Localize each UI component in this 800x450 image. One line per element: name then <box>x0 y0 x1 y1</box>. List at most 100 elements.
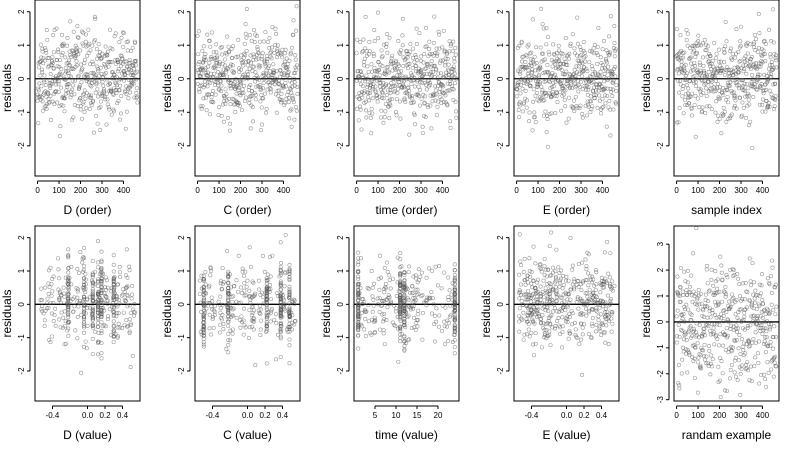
residual-point <box>231 306 236 311</box>
residual-point <box>452 292 457 297</box>
residual-point <box>452 307 457 312</box>
residual-point <box>385 50 390 55</box>
residual-point <box>675 67 680 72</box>
residual-point <box>261 295 266 300</box>
residual-point <box>251 119 256 124</box>
x-tick-label: 300 <box>734 411 748 420</box>
residual-point <box>573 94 578 99</box>
residual-point <box>535 300 540 305</box>
residual-point <box>714 322 719 327</box>
residual-point <box>543 109 548 114</box>
residual-point <box>269 306 274 311</box>
residual-point <box>708 361 713 366</box>
residual-point <box>594 270 599 275</box>
residual-point <box>692 343 697 348</box>
plot-frame <box>673 225 780 402</box>
residual-point <box>564 274 569 279</box>
residual-point <box>546 267 551 272</box>
residual-point <box>452 351 457 356</box>
residual-point <box>760 332 765 337</box>
residual-point <box>398 318 403 323</box>
residual-point <box>419 67 424 72</box>
residual-point <box>357 78 362 83</box>
residual-point <box>51 66 56 71</box>
residual-point <box>214 57 219 62</box>
residual-point <box>390 61 395 66</box>
x-tick-label: 0.2 <box>99 411 111 420</box>
residual-point <box>430 311 435 316</box>
residual-point <box>130 284 135 289</box>
residual-point <box>385 269 390 274</box>
residual-point <box>606 64 611 69</box>
residual-point <box>292 319 297 324</box>
residual-point <box>218 310 223 315</box>
residual-point <box>718 395 723 400</box>
residual-point <box>585 277 590 282</box>
y-tick-label: 2 <box>496 235 505 240</box>
residual-point <box>80 116 85 121</box>
residual-point <box>134 86 139 91</box>
residual-point <box>249 304 254 309</box>
residual-point <box>402 302 407 307</box>
residual-point <box>203 51 208 56</box>
residual-point <box>111 289 116 294</box>
residual-point <box>423 300 428 305</box>
residual-point <box>545 282 550 287</box>
residual-point <box>688 335 693 340</box>
residual-point <box>547 244 552 249</box>
residual-point <box>256 75 261 80</box>
residual-point <box>439 286 444 291</box>
residual-point <box>264 303 269 308</box>
residual-point <box>524 317 529 322</box>
residual-point <box>594 75 599 80</box>
residual-point <box>384 41 389 46</box>
residual-point <box>125 48 130 53</box>
residual-point <box>608 251 613 256</box>
residual-point <box>589 307 594 312</box>
residual-point <box>529 330 534 335</box>
residual-point <box>383 109 388 114</box>
residual-point <box>454 76 459 81</box>
residual-point <box>756 77 761 82</box>
residual-point <box>433 264 438 269</box>
y-tick-label: -2 <box>336 142 345 150</box>
residual-point <box>233 109 238 114</box>
y-tick-label: 2 <box>17 235 26 240</box>
residual-point <box>687 352 692 357</box>
residual-point <box>739 113 744 118</box>
residual-point <box>217 330 222 335</box>
residual-point <box>608 86 613 91</box>
residual-point <box>257 77 262 82</box>
residual-point <box>678 285 683 290</box>
residual-point <box>69 264 74 269</box>
residual-point <box>242 293 247 298</box>
residual-point <box>387 116 392 121</box>
residual-point <box>545 298 550 303</box>
residual-point <box>743 63 748 68</box>
residual-point <box>117 76 122 81</box>
residual-point <box>214 76 219 81</box>
residual-point <box>286 325 291 330</box>
residual-point <box>726 319 731 324</box>
residual-point <box>284 327 289 332</box>
residual-point <box>746 91 751 96</box>
residual-point <box>213 92 218 97</box>
residual-point <box>696 307 701 312</box>
residual-point <box>356 262 361 267</box>
residual-point <box>65 43 70 48</box>
residual-point <box>730 57 735 62</box>
residual-point <box>121 292 126 297</box>
residual-point <box>222 57 227 62</box>
residual-point <box>54 26 59 31</box>
residual-point <box>595 105 600 110</box>
residual-point <box>104 65 109 70</box>
residual-point <box>274 55 279 60</box>
residual-point <box>242 273 247 278</box>
residual-point <box>387 70 392 75</box>
residual-point <box>735 378 740 383</box>
residual-point <box>697 302 702 307</box>
residual-point <box>377 73 382 78</box>
residual-point <box>755 72 760 77</box>
residual-point <box>264 306 269 311</box>
